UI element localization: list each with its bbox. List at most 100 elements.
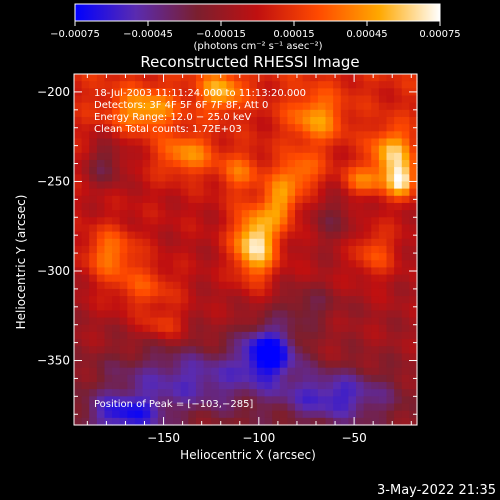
heatmap-cell: [104, 102, 113, 111]
heatmap-cell: [173, 181, 182, 190]
heatmap-cell: [272, 138, 281, 147]
heatmap-cell: [188, 124, 197, 132]
heatmap-cell: [287, 95, 296, 104]
heatmap-cell: [134, 417, 144, 426]
heatmap-cell: [234, 116, 243, 125]
heatmap-cell: [112, 116, 121, 125]
heatmap-cell: [157, 410, 167, 419]
heatmap-cell: [325, 145, 334, 154]
heatmap-cell: [134, 360, 144, 369]
heatmap-cell: [287, 346, 296, 354]
heatmap-cell: [256, 296, 266, 304]
heatmap-cell: [302, 410, 311, 419]
heatmap-cell: [180, 210, 189, 218]
heatmap-cell: [234, 403, 243, 412]
heatmap-cell: [142, 224, 151, 233]
heatmap-cell: [74, 274, 83, 283]
heatmap-cell: [74, 202, 83, 211]
info-line-date: 18-Jul-2003 11:11:24.000 to 11:13:20.000: [94, 88, 306, 99]
heatmap-cell: [333, 353, 342, 362]
heatmap-cell: [112, 124, 121, 132]
heatmap-cell: [249, 417, 258, 426]
heatmap-cell: [325, 382, 334, 390]
heatmap-cell: [96, 109, 106, 118]
heatmap-cell: [195, 260, 205, 268]
heatmap-cell: [165, 331, 174, 340]
heatmap-cell: [134, 339, 144, 347]
heatmap-cell: [302, 188, 311, 197]
heatmap-cell: [333, 231, 342, 240]
heatmap-cell: [188, 88, 197, 97]
heatmap-cell: [226, 152, 235, 161]
heatmap-cell: [340, 231, 349, 240]
heatmap-cell: [157, 138, 167, 147]
heatmap-cell: [119, 74, 128, 82]
heatmap-cell: [165, 253, 174, 261]
heatmap-cell: [256, 224, 266, 233]
heatmap-cell: [272, 382, 281, 390]
heatmap-cell: [264, 109, 273, 118]
heatmap-cell: [234, 202, 243, 211]
heatmap-cell: [317, 274, 327, 283]
heatmap-cell: [180, 260, 189, 268]
heatmap-cell: [226, 317, 235, 326]
heatmap-cell: [401, 303, 410, 311]
heatmap-cell: [241, 410, 250, 419]
heatmap-cell: [317, 210, 327, 218]
heatmap-cell: [256, 303, 266, 311]
heatmap-cell: [150, 417, 159, 426]
heatmap-cell: [256, 245, 266, 254]
heatmap-cell: [401, 324, 410, 333]
heatmap-cell: [119, 195, 128, 204]
heatmap-cell: [394, 353, 403, 362]
heatmap-cell: [295, 331, 304, 340]
heatmap-cell: [226, 367, 235, 376]
heatmap-cell: [74, 288, 83, 297]
heatmap-cell: [401, 296, 410, 304]
heatmap-cell: [378, 202, 388, 211]
colorbar-tick-label: −0.00045: [123, 29, 173, 40]
heatmap-cell: [333, 181, 342, 190]
heatmap-cell: [264, 296, 273, 304]
heatmap-cell: [203, 245, 212, 254]
heatmap-cell: [256, 138, 266, 147]
heatmap-cell: [226, 339, 235, 347]
heatmap-cell: [218, 353, 228, 362]
heatmap-cell: [325, 116, 334, 125]
heatmap-cell: [394, 124, 403, 132]
heatmap-cell: [195, 74, 205, 82]
heatmap-cell: [378, 281, 388, 290]
heatmap-cell: [279, 188, 289, 197]
heatmap-cell: [96, 238, 106, 247]
heatmap-cell: [226, 231, 235, 240]
heatmap-cell: [195, 360, 205, 369]
heatmap-cell: [310, 367, 319, 376]
heatmap-cell: [74, 124, 83, 132]
heatmap-cell: [74, 396, 83, 405]
heatmap-cell: [195, 238, 205, 247]
heatmap-cell: [218, 303, 228, 311]
heatmap-cell: [142, 138, 151, 147]
heatmap-cell: [127, 274, 136, 283]
heatmap-cell: [378, 195, 388, 204]
heatmap-cell: [317, 145, 327, 154]
heatmap-cell: [302, 174, 311, 183]
heatmap-cell: [310, 167, 319, 175]
heatmap-cell: [157, 317, 167, 326]
heatmap-cell: [363, 124, 372, 132]
heatmap-cell: [348, 360, 357, 369]
heatmap-cell: [333, 389, 342, 397]
heatmap-cell: [356, 267, 365, 276]
heatmap-cell: [211, 281, 220, 290]
heatmap-cell: [401, 238, 410, 247]
heatmap-cell: [317, 374, 327, 383]
heatmap-cell: [127, 417, 136, 426]
heatmap-cell: [173, 353, 182, 362]
heatmap-cell: [279, 260, 289, 268]
heatmap-cell: [378, 116, 388, 125]
heatmap-cell: [173, 202, 182, 211]
heatmap-cell: [409, 274, 418, 283]
heatmap-cell: [165, 145, 174, 154]
heatmap-cell: [119, 224, 128, 233]
heatmap-cell: [195, 389, 205, 397]
